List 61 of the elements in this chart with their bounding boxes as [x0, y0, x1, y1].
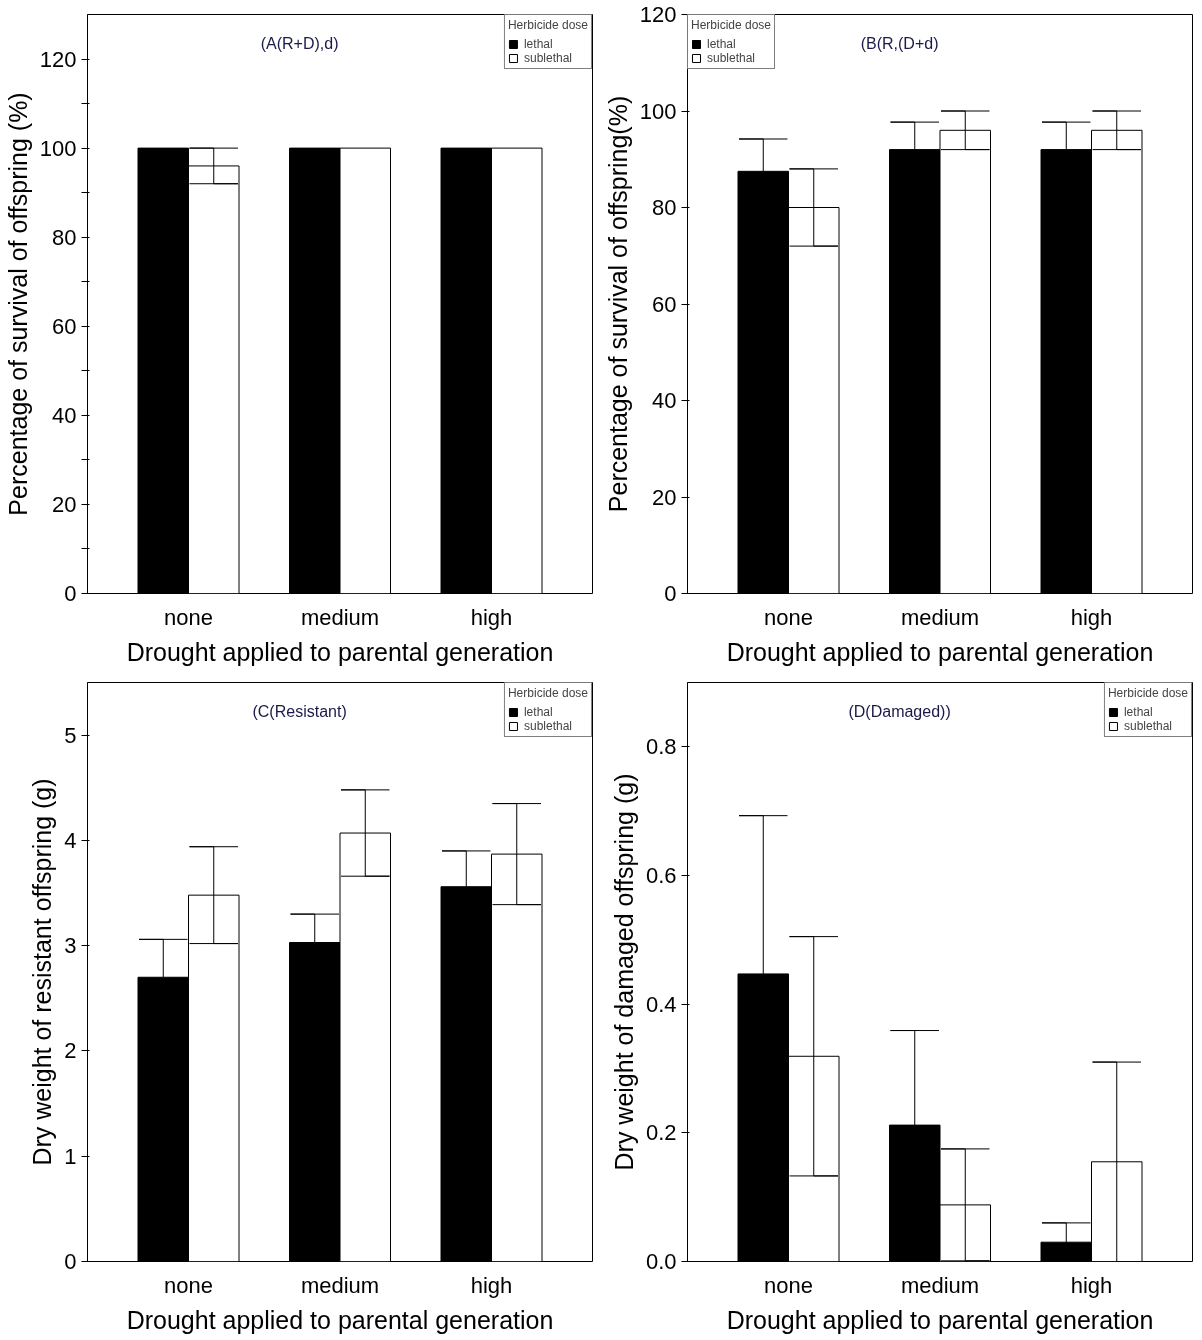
- x-tick-label: none: [764, 1272, 813, 1298]
- x-axis-title: Drought applied to parental generation: [726, 637, 1154, 666]
- legend-title: Herbicide dose: [507, 686, 588, 700]
- y-axis-title: Dry weight of damaged offspring (g): [609, 773, 638, 1171]
- x-tick-label: none: [764, 604, 813, 630]
- x-axis-title: Drought applied to parental generation: [126, 1305, 554, 1334]
- x-axis-title: Drought applied to parental generation: [726, 1305, 1154, 1334]
- legend-label: lethal: [523, 705, 553, 719]
- y-tick-label: 20: [52, 491, 77, 517]
- x-tick-label: medium: [300, 1272, 380, 1298]
- y-tick-label: 100: [39, 135, 77, 161]
- legend-label: sublethal: [523, 51, 572, 65]
- y-tick-label: 0: [664, 581, 677, 606]
- annotation: (A(R+D),d): [260, 34, 339, 52]
- legend-label: lethal: [1123, 705, 1153, 719]
- y-tick-label: 0.0: [645, 1249, 677, 1274]
- legend-label: lethal: [523, 37, 553, 51]
- x-tick-label: none: [164, 604, 213, 630]
- annotation: (B(R,(D+d): [860, 34, 939, 52]
- y-tick-label: 2: [64, 1038, 77, 1064]
- annotation: (D(Damaged)): [848, 702, 951, 720]
- y-tick-label: 1: [64, 1143, 77, 1169]
- y-tick-label: 0: [64, 581, 77, 606]
- y-tick-label: 40: [52, 402, 77, 428]
- y-axis-title: Percentage of survival of offspring(%): [603, 95, 632, 513]
- y-tick-label: 0.4: [645, 991, 677, 1017]
- y-tick-label: 5: [64, 722, 77, 748]
- legend-title: Herbicide dose: [691, 18, 772, 32]
- x-tick-label: medium: [900, 1272, 980, 1298]
- annotation: (C(Resistant): [252, 702, 347, 720]
- x-tick-label: high: [470, 1272, 513, 1298]
- legend-title: Herbicide dose: [507, 18, 588, 32]
- legend-label: sublethal: [1123, 719, 1172, 733]
- y-tick-label: 0.8: [645, 734, 677, 760]
- x-tick-label: high: [470, 604, 513, 630]
- y-tick-label: 0.6: [645, 863, 677, 888]
- y-tick-label: 120: [39, 46, 77, 72]
- x-tick-label: high: [1070, 604, 1113, 630]
- y-tick-label: 40: [652, 388, 677, 413]
- y-tick-label: 0.2: [645, 1120, 677, 1146]
- y-tick-label: 0: [64, 1249, 77, 1274]
- y-tick-label: 120: [639, 2, 677, 27]
- x-tick-label: none: [164, 1272, 213, 1298]
- y-tick-label: 60: [52, 313, 77, 339]
- x-tick-label: medium: [300, 604, 380, 630]
- legend-title: Herbicide dose: [1107, 686, 1188, 700]
- legend-label: sublethal: [523, 719, 572, 733]
- y-tick-label: 80: [652, 195, 677, 220]
- x-tick-label: medium: [900, 604, 980, 630]
- legend-label: lethal: [707, 37, 736, 51]
- y-axis-title: Percentage of survival of offspring (%): [3, 92, 32, 516]
- y-tick-label: 60: [652, 291, 677, 317]
- y-tick-label: 100: [639, 98, 677, 124]
- legend-label: sublethal: [707, 51, 756, 65]
- y-tick-label: 20: [652, 484, 677, 510]
- y-tick-label: 3: [64, 933, 77, 959]
- y-tick-label: 4: [64, 827, 77, 853]
- x-tick-label: high: [1070, 1272, 1113, 1298]
- y-tick-label: 80: [52, 224, 77, 250]
- x-axis-title: Drought applied to parental generation: [126, 637, 554, 666]
- y-axis-title: Dry weight of resistant offspring (g): [28, 778, 57, 1166]
